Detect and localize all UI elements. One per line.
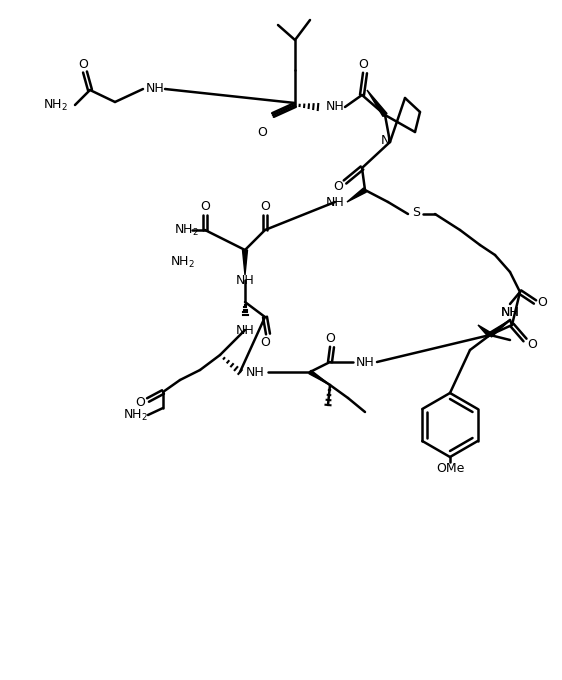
- Text: NH: NH: [501, 305, 519, 318]
- Text: O: O: [527, 339, 537, 352]
- Text: NH: NH: [146, 82, 164, 95]
- Text: N: N: [380, 133, 389, 146]
- Text: NH$_2$: NH$_2$: [170, 254, 194, 269]
- Text: O: O: [135, 396, 145, 409]
- Polygon shape: [309, 371, 330, 385]
- Text: O: O: [78, 58, 88, 71]
- Polygon shape: [488, 320, 510, 337]
- Text: NH: NH: [501, 305, 519, 318]
- Text: NH: NH: [235, 273, 255, 286]
- Text: NH$_2$: NH$_2$: [43, 97, 67, 113]
- Text: NH: NH: [356, 356, 374, 369]
- Text: NH$_2$: NH$_2$: [174, 222, 198, 237]
- Text: NH: NH: [325, 101, 345, 114]
- Text: S: S: [412, 205, 420, 218]
- Text: NH: NH: [325, 196, 345, 209]
- Polygon shape: [478, 325, 492, 337]
- Text: O: O: [537, 296, 547, 309]
- Text: O: O: [325, 332, 335, 345]
- Polygon shape: [242, 250, 247, 275]
- Text: NH: NH: [246, 366, 264, 379]
- Text: O: O: [333, 180, 343, 194]
- Text: O: O: [200, 201, 210, 214]
- Text: O: O: [260, 201, 270, 214]
- Text: NH: NH: [235, 324, 255, 337]
- Text: OMe: OMe: [436, 462, 464, 475]
- Text: NH$_2$: NH$_2$: [123, 407, 147, 422]
- Polygon shape: [367, 90, 387, 116]
- Text: O: O: [358, 58, 368, 71]
- Text: O: O: [257, 126, 267, 139]
- Text: O: O: [260, 335, 270, 348]
- Polygon shape: [347, 188, 366, 202]
